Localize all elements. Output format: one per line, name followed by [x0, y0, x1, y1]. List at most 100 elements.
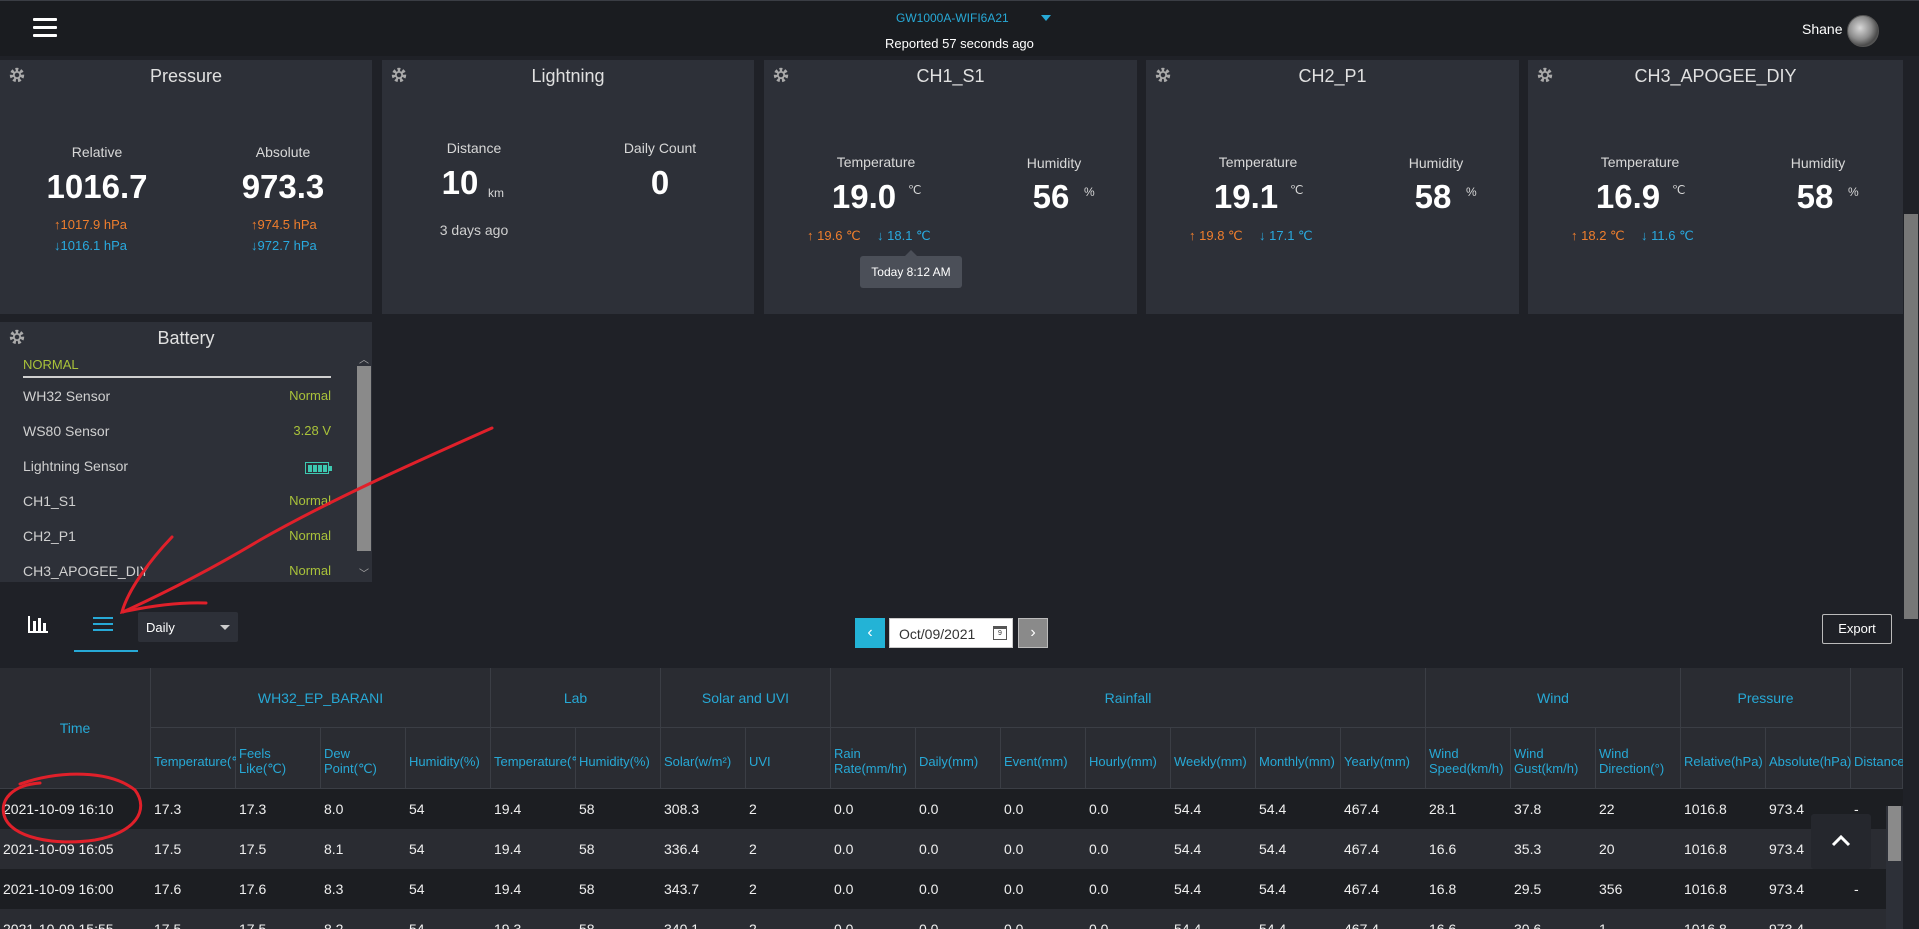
column-header[interactable]: Solar(w/m²) — [661, 728, 746, 789]
column-header[interactable]: Hourly(mm) — [1086, 728, 1171, 789]
chevron-up-icon[interactable] — [1811, 814, 1871, 869]
column-header[interactable]: Wind Gust(km/h) — [1511, 728, 1596, 789]
bar-chart-icon[interactable] — [27, 614, 49, 634]
time-header[interactable]: Time — [0, 668, 151, 789]
temperature-label: Temperature — [836, 154, 916, 170]
chevron-down-icon[interactable] — [220, 625, 230, 630]
table-cell: 17.6 — [154, 881, 182, 897]
table-cell: 17.6 — [239, 881, 267, 897]
arrow-up-icon: ↑ — [807, 228, 818, 243]
scrollbar-thumb[interactable] — [1904, 214, 1918, 619]
column-header[interactable]: Dew Point(℃) — [321, 728, 406, 789]
humidity-value: 58 — [1414, 178, 1452, 215]
relative-value: 1016.7 — [46, 168, 148, 205]
arrow-down-icon: ↓ — [877, 228, 888, 243]
export-button[interactable]: Export — [1822, 614, 1892, 644]
reported-status: Reported 57 seconds ago — [885, 36, 1034, 51]
scroll-to-top-button[interactable] — [1811, 814, 1871, 869]
table-cell: 29.5 — [1514, 881, 1542, 897]
next-date-button[interactable]: › — [1018, 618, 1048, 648]
distance-value: 10 — [441, 164, 479, 201]
column-header[interactable]: Rain Rate(mm/hr) — [831, 728, 916, 789]
gear-icon[interactable] — [772, 66, 790, 84]
column-header[interactable]: Weekly(mm) — [1171, 728, 1256, 789]
list-item: WH32 Sensor Normal — [23, 388, 331, 408]
column-header[interactable]: Humidity(%) — [576, 728, 661, 789]
list-view-icon[interactable] — [93, 617, 113, 631]
avatar[interactable] — [1847, 15, 1879, 47]
user-name[interactable]: Shane — [1802, 21, 1843, 37]
table-cell: 58 — [579, 881, 595, 897]
arrow-down-icon: ↓ — [1641, 228, 1652, 243]
column-header[interactable]: Temperature(℃) — [151, 728, 250, 789]
column-header[interactable]: Temperature(℃) — [491, 728, 590, 789]
temperature-value: 16.9 — [1595, 178, 1661, 215]
column-header[interactable]: Feels Like(℃) — [236, 728, 321, 789]
table-cell: 37.8 — [1514, 801, 1542, 817]
arrow-up-icon: ↑ — [1189, 228, 1200, 243]
card-title: Pressure — [149, 66, 223, 86]
chevron-down-icon[interactable] — [1041, 15, 1051, 21]
gear-icon[interactable] — [390, 66, 408, 84]
prev-date-button[interactable]: ‹ — [855, 618, 885, 648]
arrow-down-icon: ↓ — [251, 238, 258, 253]
list-item: Lightning Sensor — [23, 458, 332, 478]
gear-icon[interactable] — [8, 66, 26, 84]
table-cell: 17.5 — [154, 921, 182, 929]
column-header[interactable]: Absolute(hPa) — [1766, 728, 1851, 789]
table-cell: - — [1854, 801, 1859, 817]
table-cell: 17.5 — [154, 841, 182, 857]
table-cell: - — [1854, 921, 1859, 929]
list-item: CH1_S1 Normal — [23, 493, 331, 513]
relative-low: ↓1016.1 hPa — [54, 238, 128, 253]
battery-section-label: NORMAL — [23, 357, 79, 372]
table-cell: 58 — [579, 921, 595, 929]
humidity-unit: % — [1848, 185, 1859, 199]
column-header[interactable]: Humidity(%) — [406, 728, 491, 789]
table-cell: 20 — [1599, 841, 1615, 857]
gear-icon[interactable] — [1154, 66, 1172, 84]
list-item: CH2_P1 Normal — [23, 528, 331, 548]
battery-scrollbar[interactable]: ︿ ﹀ — [356, 351, 372, 581]
table-cell: 1016.8 — [1684, 921, 1727, 929]
page-scrollbar[interactable] — [1903, 56, 1919, 622]
list-item: CH3_APOGEE_DIY Normal — [23, 563, 331, 579]
column-header[interactable]: Distance(km) — [1851, 728, 1903, 789]
device-selector[interactable]: GW1000A-WIFI6A21 — [896, 11, 1009, 25]
table-cell: 973.4 — [1769, 841, 1805, 857]
table-cell: 54.4 — [1174, 881, 1202, 897]
scrollbar-thumb[interactable] — [357, 366, 371, 551]
table-cell: 54.4 — [1174, 801, 1202, 817]
calendar-icon[interactable]: 9 — [993, 626, 1007, 640]
time-cell: 2021-10-09 16:10 — [3, 801, 114, 817]
chevron-down-icon[interactable]: ﹀ — [359, 569, 369, 580]
scrollbar-thumb[interactable] — [1888, 806, 1901, 861]
table-cell: 0.0 — [1004, 801, 1024, 817]
arrow-up-icon: ↑ — [251, 217, 258, 232]
column-header[interactable]: Monthly(mm) — [1256, 728, 1341, 789]
chevron-up-icon[interactable]: ︿ — [359, 355, 369, 366]
table-cell: 19.4 — [494, 841, 522, 857]
column-header[interactable]: Daily(mm) — [916, 728, 1001, 789]
column-header[interactable]: Event(mm) — [1001, 728, 1086, 789]
hamburger-menu-icon[interactable] — [33, 18, 57, 40]
temp-low: ↓ 18.1 ℃ — [877, 228, 931, 243]
table-cell: 973.4 — [1769, 921, 1805, 929]
column-header[interactable]: Yearly(mm) — [1341, 728, 1426, 789]
gear-icon[interactable] — [1536, 66, 1554, 84]
table-cell: 1016.8 — [1684, 841, 1727, 857]
gear-icon[interactable] — [8, 328, 26, 346]
column-header[interactable]: Wind Direction(°) — [1596, 728, 1681, 789]
table-cell: 19.3 — [494, 921, 522, 929]
humidity-unit: % — [1466, 185, 1477, 199]
table-cell: 0.0 — [1089, 921, 1109, 929]
table-scrollbar[interactable] — [1886, 806, 1903, 929]
arrow-up-icon: ↑ — [54, 217, 61, 232]
table-cell: 1016.8 — [1684, 801, 1727, 817]
table-cell: 0.0 — [919, 801, 939, 817]
column-header[interactable]: UVI — [746, 728, 831, 789]
active-tab-indicator — [74, 650, 138, 652]
date-input[interactable]: Oct/09/2021 — [889, 618, 1013, 648]
column-header[interactable]: Wind Speed(km/h) — [1426, 728, 1511, 789]
column-header[interactable]: Relative(hPa) — [1681, 728, 1766, 789]
